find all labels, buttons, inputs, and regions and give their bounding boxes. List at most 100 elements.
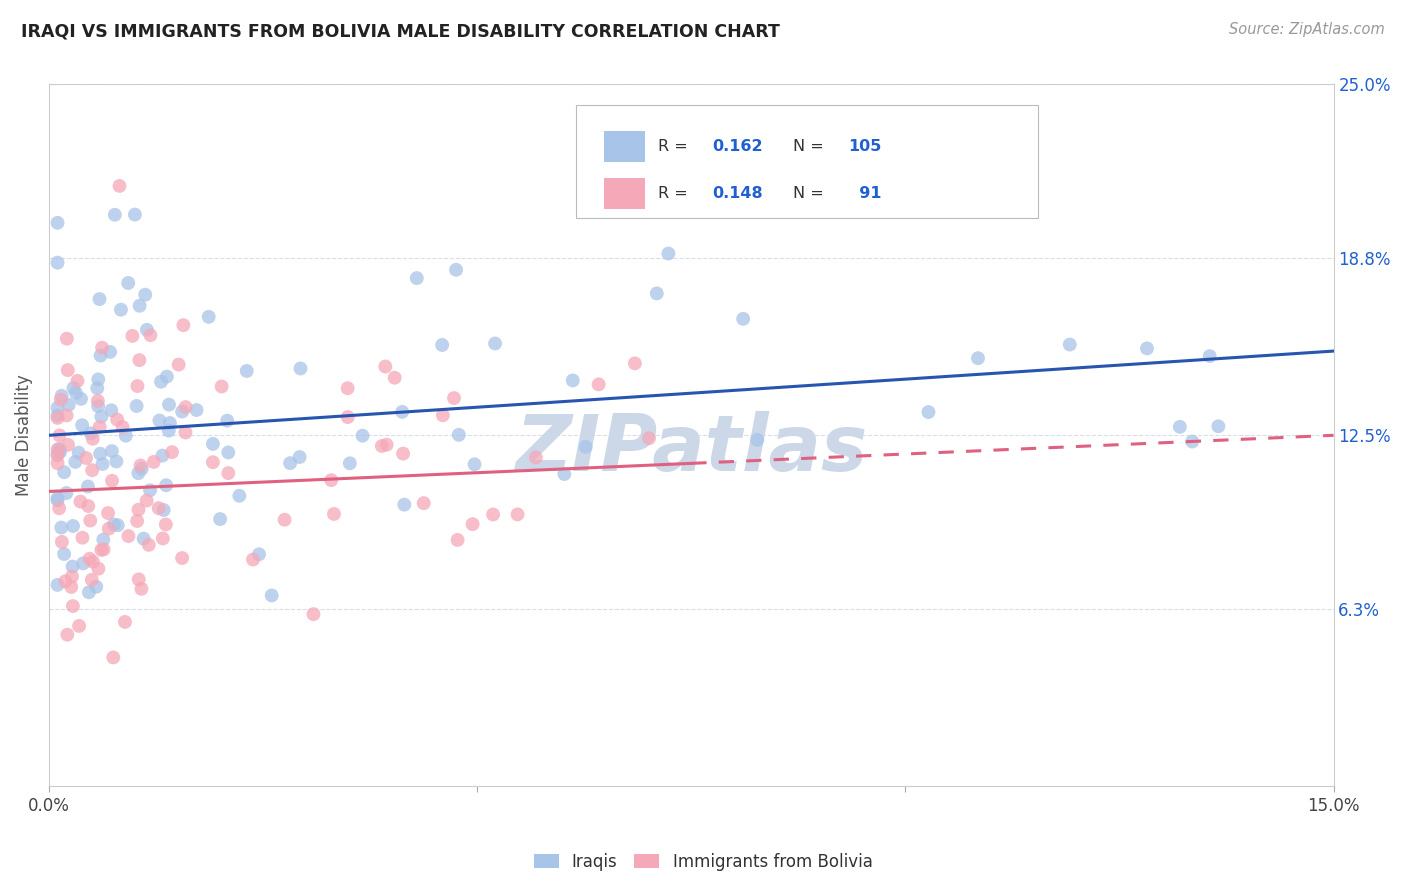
Point [98,345,121,359]
Point [103,517,125,532]
Point [67,445,90,459]
Point [506,508,529,522]
Point [82,463,104,477]
Point [55,409,77,423]
Point [65,455,87,469]
Point [114,615,136,629]
Point [138,538,160,552]
Point [155,517,177,532]
Point [51,535,73,549]
Point [645,286,668,301]
Point [131,462,153,476]
Point [323,507,346,521]
Point [135,323,157,337]
Point [51,389,73,403]
Point [90,542,112,557]
Point [247,547,270,561]
Point [105,412,128,426]
Point [69,494,91,508]
Point [91,533,114,547]
Point [747,433,769,447]
Point [217,414,239,428]
Text: 105: 105 [848,139,882,154]
Y-axis label: Male Disability: Male Disability [15,375,32,496]
Point [657,246,679,260]
Bar [605,178,645,209]
Point [290,361,312,376]
Point [172,404,194,418]
Point [46,442,69,457]
Point [917,405,939,419]
Point [87,372,110,386]
Point [733,311,755,326]
Point [117,529,139,543]
Text: R =: R = [658,139,693,154]
Point [339,456,361,470]
Point [159,416,181,430]
Point [482,508,505,522]
Text: ZIPatlas: ZIPatlas [515,411,868,487]
Point [121,329,143,343]
Bar [605,131,645,162]
Point [77,479,100,493]
Point [127,502,149,516]
Point [127,514,149,528]
Point [139,483,162,498]
Point [186,403,208,417]
Text: 0.148: 0.148 [711,186,762,201]
Point [55,486,77,500]
Point [72,557,94,571]
Point [89,420,111,434]
Point [447,427,470,442]
Point [46,447,69,461]
Point [157,398,180,412]
Point [374,359,396,374]
Point [100,403,122,417]
Point [46,255,69,269]
Point [157,424,180,438]
Point [90,349,112,363]
Point [62,599,84,613]
Point [91,341,114,355]
Point [524,450,547,465]
Point [66,374,89,388]
Point [128,353,150,368]
Point [148,413,170,427]
Point [46,216,69,230]
Point [84,580,107,594]
Legend: Iraqis, Immigrants from Bolivia: Iraqis, Immigrants from Bolivia [526,845,880,880]
Point [288,450,311,464]
Point [97,506,120,520]
Point [394,498,416,512]
Point [375,438,398,452]
Point [1168,420,1191,434]
Point [967,351,990,366]
Point [217,445,239,459]
Point [125,399,148,413]
Point [405,271,427,285]
Point [87,393,110,408]
Point [371,439,394,453]
Point [1181,434,1204,449]
Point [242,552,264,566]
Point [86,381,108,395]
Point [553,467,575,481]
Point [70,418,93,433]
Point [392,447,415,461]
Point [48,501,70,516]
Point [56,332,79,346]
Point [260,589,283,603]
Point [155,478,177,492]
Point [228,489,250,503]
Point [111,420,134,434]
Point [1059,337,1081,351]
Point [46,456,69,470]
Point [430,338,453,352]
Point [53,574,76,589]
Point [624,356,647,370]
Point [65,386,87,401]
Point [80,573,103,587]
Text: N =: N = [793,139,828,154]
Point [114,428,136,442]
Point [336,410,359,425]
